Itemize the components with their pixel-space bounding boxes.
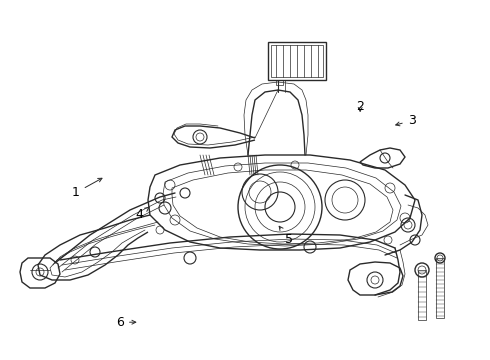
Text: 4: 4 [136, 207, 149, 221]
Text: 6: 6 [116, 316, 136, 329]
Text: 2: 2 [356, 100, 364, 113]
Text: 5: 5 [279, 226, 293, 246]
Text: 1: 1 [72, 178, 102, 199]
Text: 3: 3 [396, 114, 416, 127]
